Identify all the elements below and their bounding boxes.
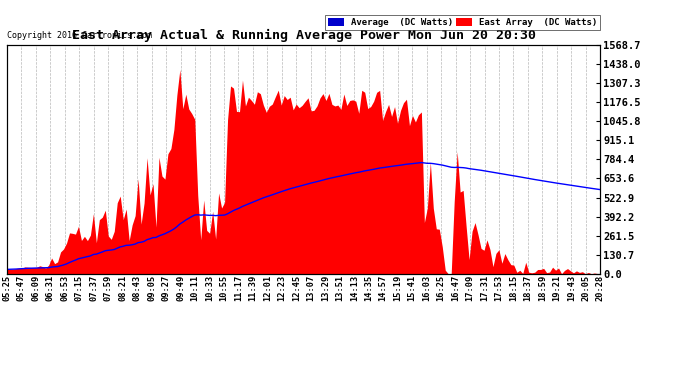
Title: East Array Actual & Running Average Power Mon Jun 20 20:30: East Array Actual & Running Average Powe… — [72, 29, 535, 42]
Text: Copyright 2016 Cartronics.com: Copyright 2016 Cartronics.com — [7, 32, 152, 40]
Legend: Average  (DC Watts), East Array  (DC Watts): Average (DC Watts), East Array (DC Watts… — [325, 15, 600, 30]
